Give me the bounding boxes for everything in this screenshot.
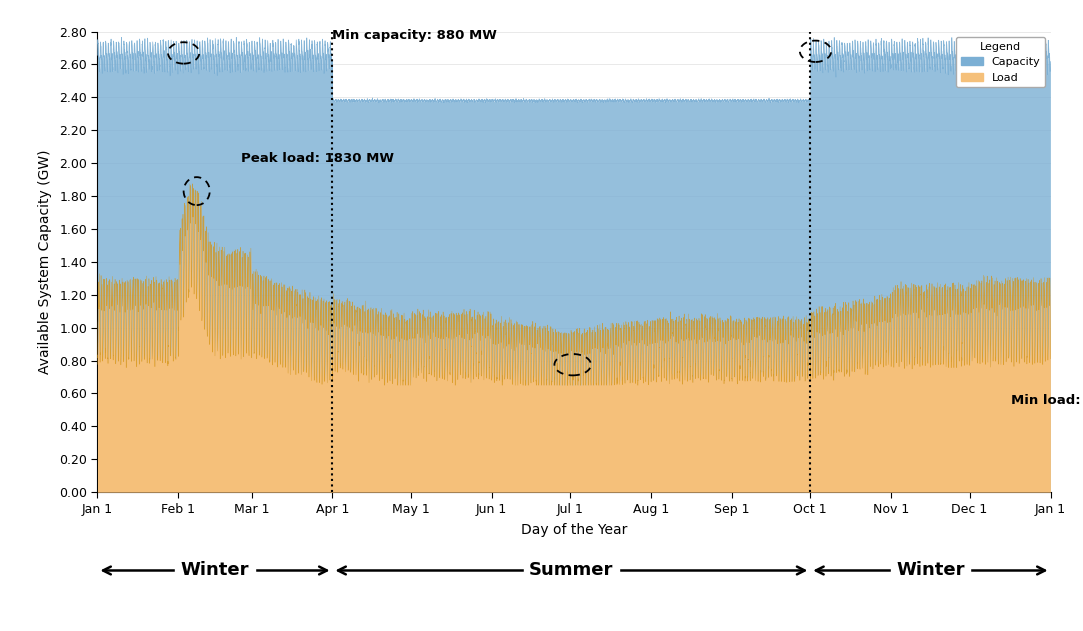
Text: Winter: Winter <box>896 562 965 579</box>
Legend: Capacity, Load: Capacity, Load <box>956 37 1045 87</box>
Text: Summer: Summer <box>530 562 614 579</box>
Text: Winter: Winter <box>181 562 249 579</box>
Text: Min load: 720 MW: Min load: 720 MW <box>1012 394 1083 406</box>
Text: Min capacity: 880 MW: Min capacity: 880 MW <box>332 29 497 42</box>
X-axis label: Day of the Year: Day of the Year <box>521 522 627 536</box>
Y-axis label: Available System Capacity (GW): Available System Capacity (GW) <box>38 150 52 374</box>
Text: Peak load: 1830 MW: Peak load: 1830 MW <box>242 151 394 165</box>
